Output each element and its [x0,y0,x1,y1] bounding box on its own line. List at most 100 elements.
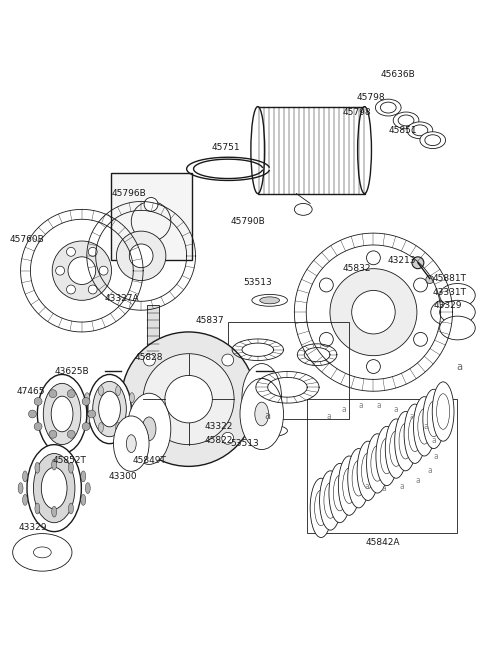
Ellipse shape [393,112,419,129]
Circle shape [68,257,96,284]
Ellipse shape [260,297,279,304]
Circle shape [67,430,75,438]
Circle shape [88,248,97,256]
Circle shape [88,285,97,294]
Circle shape [144,432,156,444]
Ellipse shape [43,383,81,445]
Text: 45851: 45851 [389,126,418,135]
Ellipse shape [12,534,72,571]
Circle shape [99,266,108,275]
Ellipse shape [371,445,384,481]
Ellipse shape [240,379,284,449]
Circle shape [88,410,96,418]
Ellipse shape [343,468,356,504]
Ellipse shape [348,449,370,508]
Ellipse shape [357,441,379,500]
Circle shape [222,432,234,444]
Ellipse shape [116,422,120,432]
Text: 43331T: 43331T [432,288,467,297]
Bar [307,399,457,533]
Ellipse shape [99,391,120,427]
Ellipse shape [404,404,426,463]
Circle shape [319,333,333,346]
Ellipse shape [255,402,269,426]
Ellipse shape [130,393,134,403]
Ellipse shape [35,462,40,473]
Text: 43329: 43329 [433,301,462,310]
Ellipse shape [444,309,456,316]
Circle shape [330,269,417,356]
Text: a: a [376,401,381,409]
Ellipse shape [358,107,372,194]
Text: a: a [394,405,398,413]
Ellipse shape [294,204,312,215]
Ellipse shape [375,99,401,116]
Ellipse shape [113,416,149,472]
Ellipse shape [251,107,264,194]
Ellipse shape [420,132,445,149]
Ellipse shape [440,284,475,307]
Text: 45760B: 45760B [9,234,44,244]
Ellipse shape [242,364,281,431]
Ellipse shape [84,415,90,425]
Ellipse shape [18,483,23,494]
Ellipse shape [320,471,341,530]
Circle shape [117,231,166,280]
Ellipse shape [440,301,475,324]
Circle shape [414,278,427,292]
Text: a: a [400,481,405,491]
Ellipse shape [385,419,407,478]
Text: a: a [432,436,436,445]
Circle shape [367,360,380,373]
Ellipse shape [41,468,67,509]
Text: 45636B: 45636B [381,71,416,79]
Circle shape [352,290,395,334]
Text: 45751: 45751 [212,143,240,151]
Ellipse shape [252,425,288,437]
Text: 45798: 45798 [342,108,371,117]
Ellipse shape [395,411,417,471]
Text: 45832: 45832 [342,264,371,273]
Circle shape [143,354,234,445]
Ellipse shape [88,375,131,443]
Ellipse shape [380,438,393,474]
Ellipse shape [69,462,73,473]
Circle shape [165,375,212,423]
Circle shape [34,422,42,430]
Ellipse shape [142,417,156,441]
Text: 45842A: 45842A [365,538,399,547]
Text: 53513: 53513 [230,439,259,448]
Ellipse shape [256,386,268,408]
Ellipse shape [425,135,441,145]
Ellipse shape [427,401,440,437]
Circle shape [367,251,380,265]
Text: 43327A: 43327A [104,294,139,303]
Circle shape [412,257,424,269]
Ellipse shape [398,115,414,126]
Ellipse shape [85,483,90,494]
Text: 43625B: 43625B [55,367,89,376]
Ellipse shape [51,396,73,432]
Ellipse shape [423,389,444,449]
Ellipse shape [399,423,412,459]
Text: 53513: 53513 [243,278,272,287]
Ellipse shape [361,453,374,489]
Ellipse shape [431,298,470,326]
Ellipse shape [380,102,396,113]
Ellipse shape [34,547,51,558]
Text: 45849T: 45849T [132,456,166,465]
Ellipse shape [23,495,27,505]
Text: a: a [358,401,363,409]
Circle shape [129,244,153,268]
Ellipse shape [81,495,86,505]
Circle shape [414,333,427,346]
Ellipse shape [324,483,337,518]
Text: a: a [409,413,414,421]
Ellipse shape [37,375,87,453]
Text: 47465: 47465 [16,386,45,396]
Text: 45881T: 45881T [432,274,467,283]
Circle shape [34,398,42,405]
Ellipse shape [79,404,84,414]
Circle shape [28,410,36,418]
Text: 45852T: 45852T [53,456,87,465]
